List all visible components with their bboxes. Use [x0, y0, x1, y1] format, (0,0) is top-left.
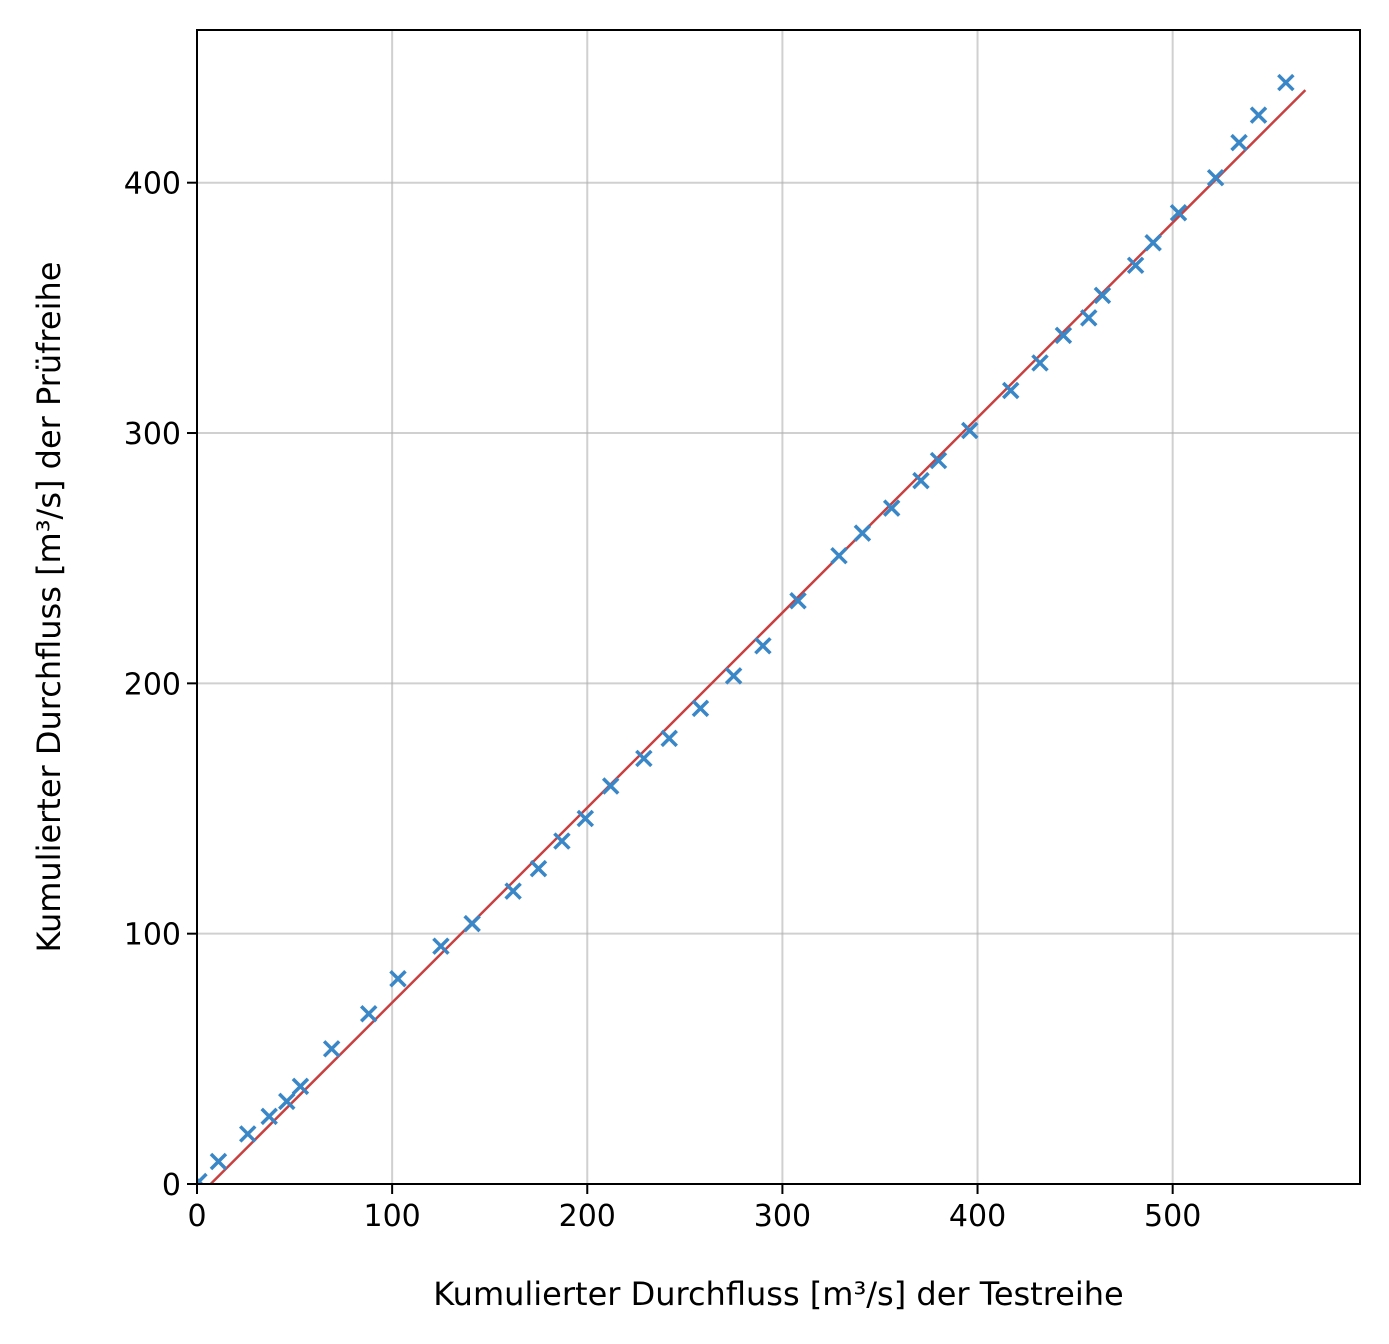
y-axis-ticks: 0 100 200 300 400 — [124, 167, 197, 1203]
data-point — [260, 1107, 278, 1126]
data-point — [504, 882, 522, 900]
y-tick-label: 400 — [124, 167, 181, 202]
data-point — [691, 699, 710, 718]
data-point — [1230, 133, 1248, 152]
data-point — [1031, 354, 1049, 372]
data-point — [1080, 309, 1098, 327]
data-point — [1277, 73, 1295, 92]
data-point — [1001, 381, 1020, 400]
data-point — [601, 777, 620, 795]
data-point — [291, 1077, 310, 1096]
data-point — [1093, 286, 1112, 305]
x-axis-label: Kumulierter Durchfluss [m³/s] der Testre… — [433, 1275, 1123, 1313]
data-point — [882, 499, 901, 517]
x-tick-label: 200 — [559, 1199, 616, 1234]
data-point — [754, 637, 772, 655]
data-point — [724, 667, 743, 685]
data-point — [553, 832, 571, 850]
data-point — [912, 471, 930, 490]
data-point — [1249, 106, 1268, 124]
data-point — [529, 859, 548, 878]
fit-line — [209, 89, 1307, 1185]
data-point — [1169, 204, 1188, 222]
x-tick-label: 0 — [187, 1199, 206, 1234]
data-point — [197, 1172, 208, 1184]
data-point — [389, 969, 407, 988]
data-point — [278, 1092, 296, 1111]
data-point — [635, 749, 653, 768]
data-point — [660, 729, 678, 748]
data-point — [432, 937, 450, 955]
x-tick-label: 400 — [949, 1199, 1006, 1234]
data-point — [238, 1125, 257, 1143]
y-tick-label: 300 — [124, 417, 181, 452]
data-point — [209, 1152, 228, 1171]
data-point — [463, 914, 481, 933]
plot-frame — [196, 29, 1361, 1185]
data-point — [576, 809, 595, 828]
x-tick-label: 100 — [364, 1199, 421, 1234]
data-point — [853, 524, 872, 542]
y-tick-label: 200 — [124, 667, 181, 702]
data-point — [789, 592, 807, 610]
x-tick-label: 300 — [754, 1199, 811, 1234]
data-point — [1054, 326, 1073, 345]
data-point — [1144, 234, 1162, 252]
y-tick-label: 0 — [162, 1168, 181, 1203]
data-point — [830, 546, 848, 565]
data-point — [322, 1040, 341, 1058]
data-point — [1126, 256, 1145, 275]
x-axis-ticks: 0 100 200 300 400 500 — [187, 1184, 1201, 1234]
data-point — [960, 421, 979, 440]
y-tick-label: 100 — [124, 918, 181, 953]
y-axis-label: Kumulierter Durchfluss [m³/s] der Prüfre… — [30, 262, 68, 953]
fit-line-layer — [209, 89, 1307, 1185]
x-tick-label: 500 — [1144, 1199, 1201, 1234]
scatter-points — [197, 73, 1295, 1184]
data-point — [929, 451, 948, 470]
data-point — [359, 1005, 378, 1023]
data-point — [1206, 168, 1225, 187]
